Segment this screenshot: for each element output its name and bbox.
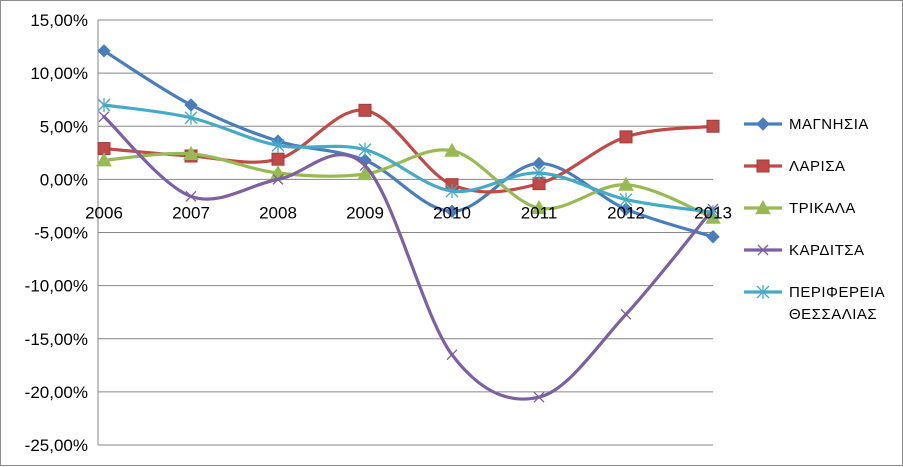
y-tick-label: -20,00% bbox=[25, 383, 88, 402]
data-point bbox=[531, 200, 547, 215]
data-point bbox=[706, 119, 720, 133]
series-line bbox=[102, 49, 715, 239]
y-tick-label: 5,00% bbox=[40, 117, 88, 136]
x-tick-label: 2011 bbox=[521, 203, 558, 222]
legend-item: ΜΑΓΝΗΣΙΑ bbox=[744, 116, 869, 133]
legend-label: ΠΕΡΙΦΕΡΕΙΑ bbox=[789, 284, 885, 301]
data-point bbox=[97, 44, 111, 58]
legend: ΜΑΓΝΗΣΙΑ ΛΑΡΙΣΑ ΤΡΙΚΑΛΑ ΚΑΡΔΙΤΣΑ ΠΕΡΙΦΕΡΕΙΑ Θ… bbox=[744, 116, 885, 323]
data-point bbox=[619, 202, 633, 216]
axes: 15,00% 10,00% 5,00% 0,00% -5,00% -10,00% -15,0… bbox=[25, 11, 99, 455]
series-3 bbox=[98, 111, 719, 403]
x-tick-label: 2006 bbox=[85, 203, 123, 222]
data-point bbox=[620, 308, 632, 320]
data-point bbox=[357, 166, 373, 181]
y-tick-label: 15,00% bbox=[30, 11, 88, 30]
legend-marker bbox=[757, 244, 769, 256]
legend-marker bbox=[755, 199, 771, 215]
data-point bbox=[533, 391, 545, 403]
data-point bbox=[184, 110, 198, 125]
legend-item: ΚΑΡΔΙΤΣΑ bbox=[744, 242, 865, 259]
data-point bbox=[359, 160, 371, 172]
legend-label: ΜΑΓΝΗΣΙΑ bbox=[789, 116, 869, 133]
data-point bbox=[618, 176, 634, 191]
data-point bbox=[271, 152, 285, 166]
legend-item: ΤΡΙΚΑΛΑ bbox=[744, 199, 856, 217]
data-point bbox=[97, 98, 111, 112]
data-point bbox=[184, 98, 198, 112]
data-point bbox=[358, 103, 372, 117]
data-point bbox=[445, 184, 459, 199]
data-point bbox=[445, 204, 459, 218]
data-point bbox=[98, 111, 110, 123]
series-line bbox=[102, 115, 715, 401]
x-tick-label: 2009 bbox=[346, 203, 384, 222]
x-tick-label: 2013 bbox=[694, 203, 732, 222]
y-tick-label: 10,00% bbox=[30, 64, 88, 83]
data-point bbox=[185, 190, 197, 202]
y-tick-label: 0,00% bbox=[40, 170, 88, 189]
data-point bbox=[619, 192, 633, 207]
y-tick-label: -5,00% bbox=[34, 224, 88, 243]
y-tick-label: -10,00% bbox=[25, 277, 88, 296]
y-tick-label: -15,00% bbox=[25, 330, 88, 349]
legend-label: ΚΑΡΔΙΤΣΑ bbox=[789, 242, 865, 259]
data-point bbox=[96, 152, 112, 167]
legend-label: ΘΕΣΣΑΛΙΑΣ bbox=[789, 306, 877, 323]
data-point bbox=[706, 205, 720, 220]
x-tick-labels: 2006 2007 2008 2009 2010 2011 2012 2013 bbox=[85, 203, 732, 222]
series-line bbox=[102, 148, 715, 220]
x-tick-label: 2007 bbox=[172, 203, 210, 222]
data-point bbox=[532, 166, 546, 180]
x-tick-label: 2008 bbox=[259, 203, 297, 222]
series-4 bbox=[97, 98, 720, 220]
data-point bbox=[271, 138, 285, 153]
data-point bbox=[619, 130, 633, 144]
data-point bbox=[706, 230, 720, 244]
legend-item: ΛΑΡΙΣΑ bbox=[744, 158, 845, 175]
x-tick-label: 2010 bbox=[433, 203, 471, 222]
data-point bbox=[358, 142, 372, 157]
legend-marker bbox=[756, 117, 770, 131]
legend-item: ΠΕΡΙΦΕΡΕΙΑ ΘΕΣΣΑΛΙΑΣ bbox=[744, 284, 885, 323]
data-point bbox=[446, 349, 458, 361]
legend-label: ΤΡΙΚΑΛΑ bbox=[789, 200, 856, 217]
y-tick-label: -25,00% bbox=[25, 436, 88, 455]
data-point bbox=[444, 142, 460, 157]
legend-label: ΛΑΡΙΣΑ bbox=[789, 158, 845, 175]
data-point bbox=[272, 173, 284, 185]
series-line bbox=[102, 103, 715, 214]
series-lines bbox=[96, 44, 721, 403]
x-tick-label: 2012 bbox=[607, 203, 645, 222]
data-point bbox=[183, 145, 199, 160]
legend-marker bbox=[756, 285, 770, 299]
legend-marker bbox=[756, 159, 770, 173]
gridlines bbox=[98, 19, 713, 446]
